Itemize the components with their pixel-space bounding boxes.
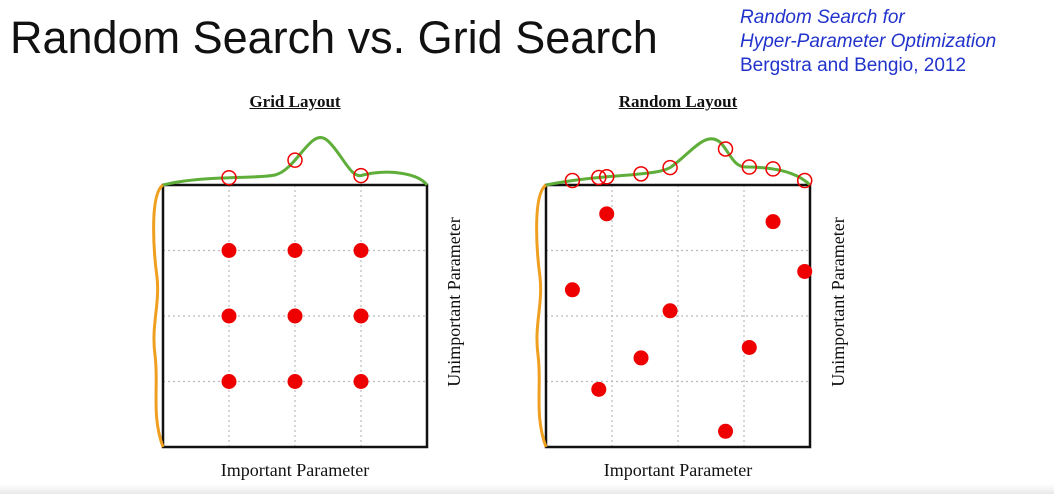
sample-point: [765, 214, 781, 230]
sample-point: [221, 308, 237, 324]
grid-layout-panel: [152, 136, 429, 449]
sample-point: [287, 308, 303, 324]
citation-authors: Bergstra and Bengio, 2012: [740, 55, 967, 76]
sample-point: [221, 374, 237, 389]
citation: Random Search for Hyper-Parameter Optimi…: [740, 6, 996, 78]
citation-title-line-2: Hyper-Parameter Optimization: [740, 31, 997, 52]
projection-marker: [765, 161, 781, 177]
sample-point: [591, 381, 607, 397]
sample-point: [797, 263, 813, 279]
plot-frame: [161, 183, 429, 449]
random-layout-panel: [535, 137, 813, 449]
sample-point: [633, 350, 649, 366]
sample-point: [741, 339, 757, 355]
sample-point: [599, 206, 615, 222]
projection-marker: [564, 172, 581, 189]
sample-point: [353, 243, 369, 258]
bottom-fade: [0, 484, 1054, 494]
sample-point: [353, 374, 369, 389]
projection-marker: [598, 169, 615, 185]
sample-point: [287, 243, 303, 258]
random-x-axis-label: Important Parameter: [603, 460, 753, 480]
projection-marker: [741, 159, 758, 175]
projection-marker: [287, 152, 303, 168]
projection-marker: [633, 166, 649, 182]
sample-point: [287, 374, 303, 389]
sample-point: [564, 282, 580, 298]
unimportant-parameter-curve: [152, 183, 165, 448]
citation-title-line-1: Random Search for: [740, 7, 905, 28]
projection-marker: [662, 159, 678, 176]
projection-marker: [591, 169, 607, 186]
sample-point: [718, 423, 734, 439]
important-parameter-curve: [545, 137, 812, 187]
grid-x-axis-label: Important Parameter: [220, 460, 370, 480]
grid-layout-title: Grid Layout: [249, 92, 341, 111]
projection-marker: [717, 141, 734, 157]
projection-marker: [796, 172, 813, 189]
sample-point: [662, 303, 678, 319]
unimportant-parameter-curve: [535, 183, 548, 448]
projection-marker: [221, 169, 237, 186]
projection-marker: [353, 167, 369, 184]
random-layout-title: Random Layout: [618, 92, 738, 111]
slide-title: Random Search vs. Grid Search: [10, 12, 658, 63]
important-parameter-curve: [162, 136, 429, 187]
sample-point: [353, 308, 369, 324]
plot-frame: [544, 183, 812, 449]
sample-point: [221, 243, 237, 258]
